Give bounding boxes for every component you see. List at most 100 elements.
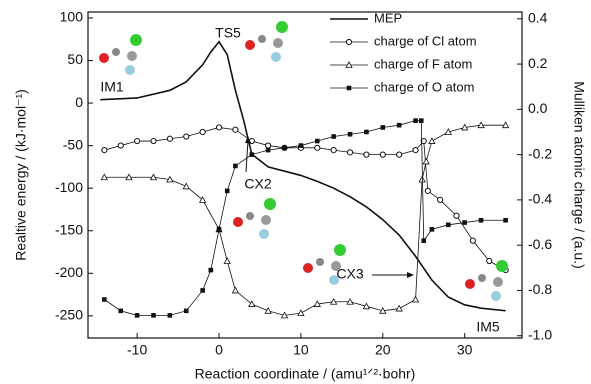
- marker: [118, 143, 123, 148]
- marker: [102, 297, 107, 302]
- atom: [271, 52, 281, 62]
- marker: [487, 258, 492, 263]
- marker: [438, 197, 443, 202]
- marker: [364, 130, 369, 135]
- marker: [135, 313, 140, 318]
- series-line: [104, 121, 505, 316]
- marker: [454, 213, 459, 218]
- marker: [429, 138, 435, 144]
- x-tick-label: 30: [457, 342, 473, 358]
- atom: [478, 274, 486, 282]
- y2-tick-label: 0.2: [528, 55, 548, 71]
- atom: [334, 244, 346, 256]
- y-tick-label: -50: [63, 136, 83, 152]
- legend-label: MEP: [374, 10, 402, 25]
- marker: [266, 148, 271, 153]
- marker: [315, 145, 320, 150]
- y2-tick-label: 0.4: [528, 9, 548, 25]
- annotation: CX2: [244, 176, 271, 192]
- arrow: [246, 140, 248, 172]
- x-tick-label: 10: [293, 342, 309, 358]
- series-line: [104, 125, 505, 315]
- marker: [225, 189, 230, 194]
- marker: [413, 147, 418, 152]
- atom: [99, 53, 109, 63]
- atom: [273, 38, 283, 48]
- atom: [276, 21, 288, 33]
- marker: [347, 150, 352, 155]
- marker: [118, 309, 123, 314]
- atom: [112, 48, 120, 56]
- y2-tick-label: -0.4: [528, 191, 552, 207]
- marker: [419, 118, 424, 123]
- marker: [430, 227, 435, 232]
- x-tick-label: 20: [375, 342, 391, 358]
- chart: -100102030-250-200-150-100-50050100-1.0-…: [0, 0, 591, 384]
- marker: [167, 136, 172, 141]
- marker: [298, 310, 304, 316]
- marker: [315, 139, 320, 144]
- marker: [425, 188, 430, 193]
- atom: [125, 65, 135, 75]
- annotation: IM1: [100, 79, 124, 95]
- legend-label: charge of Cl atom: [374, 33, 477, 48]
- atom: [127, 51, 137, 61]
- marker: [421, 238, 426, 243]
- marker: [446, 223, 451, 228]
- y2-tick-label: -1.0: [528, 326, 552, 342]
- marker: [265, 308, 271, 314]
- marker: [249, 152, 254, 157]
- marker: [346, 39, 351, 44]
- marker: [200, 129, 205, 134]
- marker: [331, 147, 336, 152]
- marker: [217, 227, 222, 232]
- y2-tick-label: -0.8: [528, 281, 552, 297]
- marker: [299, 143, 304, 148]
- marker: [102, 147, 107, 152]
- atom: [316, 258, 324, 266]
- atom: [258, 35, 266, 43]
- marker: [503, 218, 508, 223]
- marker: [216, 125, 221, 130]
- y-tick-label: -200: [55, 264, 83, 280]
- atom: [303, 263, 313, 273]
- marker: [331, 134, 336, 139]
- marker: [151, 138, 156, 143]
- marker: [135, 138, 140, 143]
- x-axis-label: Reaction coordinate / (amu¹ᐟ²·bohr): [195, 366, 416, 382]
- atom: [496, 260, 508, 272]
- marker: [347, 86, 352, 91]
- marker: [266, 143, 271, 148]
- arrowhead: [407, 272, 414, 278]
- marker: [470, 238, 475, 243]
- atom: [465, 279, 475, 289]
- annotation: IM5: [476, 319, 500, 335]
- marker: [423, 158, 429, 164]
- marker: [479, 218, 484, 223]
- marker: [380, 152, 385, 157]
- atom: [245, 40, 255, 50]
- marker: [413, 297, 419, 303]
- y-tick-label: 0: [75, 94, 83, 110]
- page: {"chart_data": {"type": "line", "x_label…: [0, 0, 591, 384]
- marker: [209, 268, 214, 273]
- y-tick-label: 100: [60, 9, 84, 25]
- y2-tick-label: -0.6: [528, 236, 552, 252]
- atom: [264, 198, 276, 210]
- y-tick-label: 50: [67, 51, 83, 67]
- marker: [397, 152, 402, 157]
- marker: [462, 220, 467, 225]
- atom: [493, 277, 503, 287]
- marker: [184, 134, 189, 139]
- marker: [232, 287, 238, 293]
- y2-axis-label: Mulliken atomic charge / (a.u.): [571, 81, 587, 269]
- atom: [233, 217, 243, 227]
- marker: [397, 123, 402, 128]
- y2-tick-label: 0.0: [528, 100, 548, 116]
- marker: [396, 306, 402, 312]
- y-tick-label: -100: [55, 179, 83, 195]
- marker: [233, 127, 238, 132]
- x-tick-label: -10: [127, 342, 147, 358]
- marker: [151, 313, 156, 318]
- atom: [261, 215, 271, 225]
